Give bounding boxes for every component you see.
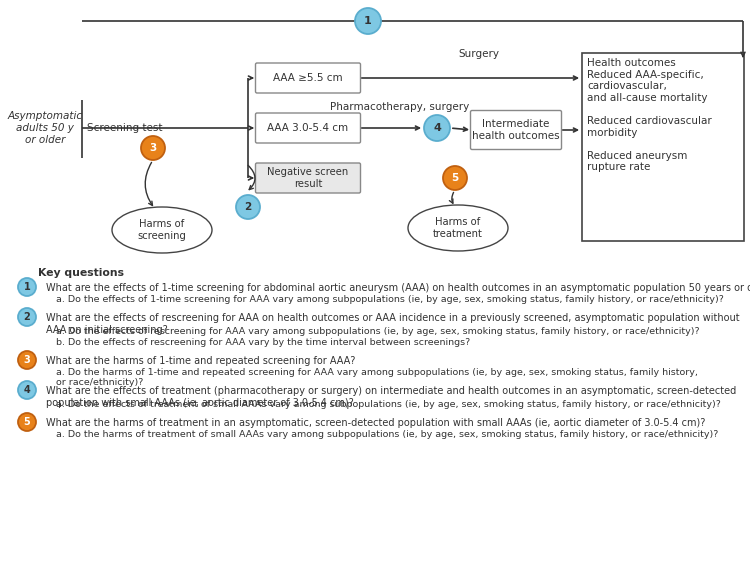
- Circle shape: [18, 413, 36, 431]
- Text: b. Do the effects of rescreening for AAA vary by the time interval between scree: b. Do the effects of rescreening for AAA…: [56, 338, 470, 347]
- Circle shape: [355, 8, 381, 34]
- Text: What are the effects of 1-time screening for abdominal aortic aneurysm (AAA) on : What are the effects of 1-time screening…: [46, 283, 750, 293]
- Ellipse shape: [408, 205, 508, 251]
- Text: a. Do the effects of treatment of small AAAs vary among subpopulations (ie, by a: a. Do the effects of treatment of small …: [56, 400, 721, 409]
- Text: Harms of
screening: Harms of screening: [137, 219, 187, 241]
- Circle shape: [18, 351, 36, 369]
- Ellipse shape: [112, 207, 212, 253]
- Circle shape: [443, 166, 467, 190]
- FancyBboxPatch shape: [256, 113, 361, 143]
- Text: a. Do the effects of rescreening for AAA vary among subpopulations (ie, by age, : a. Do the effects of rescreening for AAA…: [56, 327, 700, 336]
- Text: 4: 4: [24, 385, 30, 395]
- Text: What are the effects of rescreening for AAA on health outcomes or AAA incidence : What are the effects of rescreening for …: [46, 313, 740, 335]
- Text: a. Do the harms of 1-time and repeated screening for AAA vary among subpopulatio: a. Do the harms of 1-time and repeated s…: [56, 368, 698, 387]
- Circle shape: [424, 115, 450, 141]
- Text: Asymptomatic
adults 50 y
or older: Asymptomatic adults 50 y or older: [8, 112, 82, 145]
- Text: What are the effects of treatment (pharmacotherapy or surgery) on intermediate a: What are the effects of treatment (pharm…: [46, 386, 736, 407]
- Circle shape: [18, 308, 36, 326]
- Circle shape: [141, 136, 165, 160]
- Text: Negative screen
result: Negative screen result: [267, 167, 349, 189]
- FancyBboxPatch shape: [256, 163, 361, 193]
- Text: 3: 3: [24, 355, 30, 365]
- Text: a. Do the effects of 1-time screening for AAA vary among subpopulations (ie, by : a. Do the effects of 1-time screening fo…: [56, 295, 724, 304]
- Text: 3: 3: [149, 143, 157, 153]
- Circle shape: [18, 278, 36, 296]
- Text: a. Do the harms of treatment of small AAAs vary among subpopulations (ie, by age: a. Do the harms of treatment of small AA…: [56, 430, 718, 439]
- FancyBboxPatch shape: [470, 110, 562, 150]
- Text: 4: 4: [433, 123, 441, 133]
- Bar: [582, 53, 744, 241]
- Text: Key questions: Key questions: [38, 268, 124, 278]
- Text: 5: 5: [24, 417, 30, 427]
- Text: Surgery: Surgery: [458, 49, 499, 59]
- Text: What are the harms of treatment in an asymptomatic, screen-detected population w: What are the harms of treatment in an as…: [46, 418, 705, 428]
- Text: 5: 5: [452, 173, 458, 183]
- Text: 2: 2: [244, 202, 251, 212]
- Text: AAA 3.0-5.4 cm: AAA 3.0-5.4 cm: [268, 123, 349, 133]
- Text: Health outcomes
Reduced AAA-specific,
cardiovascular,
and all-cause mortality

R: Health outcomes Reduced AAA-specific, ca…: [587, 58, 712, 172]
- Circle shape: [18, 381, 36, 399]
- Text: Pharmacotherapy, surgery: Pharmacotherapy, surgery: [330, 102, 470, 112]
- Circle shape: [236, 195, 260, 219]
- Text: Harms of
treatment: Harms of treatment: [433, 217, 483, 239]
- Text: AAA ≥5.5 cm: AAA ≥5.5 cm: [273, 73, 343, 83]
- Text: 1: 1: [24, 282, 30, 292]
- Text: Screening test: Screening test: [87, 123, 163, 133]
- Text: What are the harms of 1-time and repeated screening for AAA?: What are the harms of 1-time and repeate…: [46, 356, 356, 366]
- Text: 2: 2: [24, 312, 30, 322]
- FancyBboxPatch shape: [256, 63, 361, 93]
- Text: Intermediate
health outcomes: Intermediate health outcomes: [472, 119, 560, 141]
- Text: 1: 1: [364, 16, 372, 26]
